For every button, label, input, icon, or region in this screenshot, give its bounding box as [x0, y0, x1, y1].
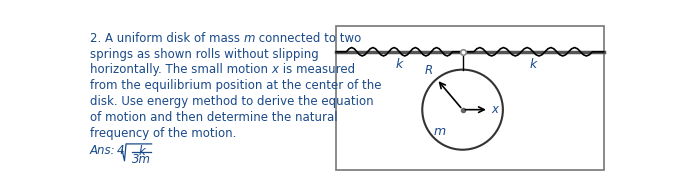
Text: horizontally. The small motion: horizontally. The small motion: [90, 63, 271, 76]
Text: Ans:: Ans:: [90, 144, 115, 157]
Text: frequency of the motion.: frequency of the motion.: [90, 127, 236, 140]
Text: disk. Use energy method to derive the equation: disk. Use energy method to derive the eq…: [90, 95, 373, 108]
Text: from the equilibrium position at the center of the: from the equilibrium position at the cen…: [90, 79, 381, 92]
Text: m: m: [433, 125, 446, 138]
Text: 3m: 3m: [132, 153, 151, 166]
Text: k: k: [396, 58, 403, 71]
Text: x: x: [271, 63, 279, 76]
Bar: [336, 26, 603, 170]
Text: springs as shown rolls without slipping: springs as shown rolls without slipping: [90, 48, 319, 61]
Text: is measured: is measured: [279, 63, 354, 76]
Text: k: k: [138, 145, 145, 158]
Text: connected to two: connected to two: [255, 32, 361, 45]
Text: of motion and then determine the natural: of motion and then determine the natural: [90, 111, 338, 124]
Text: 2. A uniform disk of mass: 2. A uniform disk of mass: [90, 32, 244, 45]
Text: m: m: [244, 32, 255, 45]
Text: k: k: [529, 58, 537, 71]
Text: x: x: [491, 103, 498, 116]
Text: 4: 4: [117, 144, 124, 157]
Text: R: R: [425, 64, 433, 77]
